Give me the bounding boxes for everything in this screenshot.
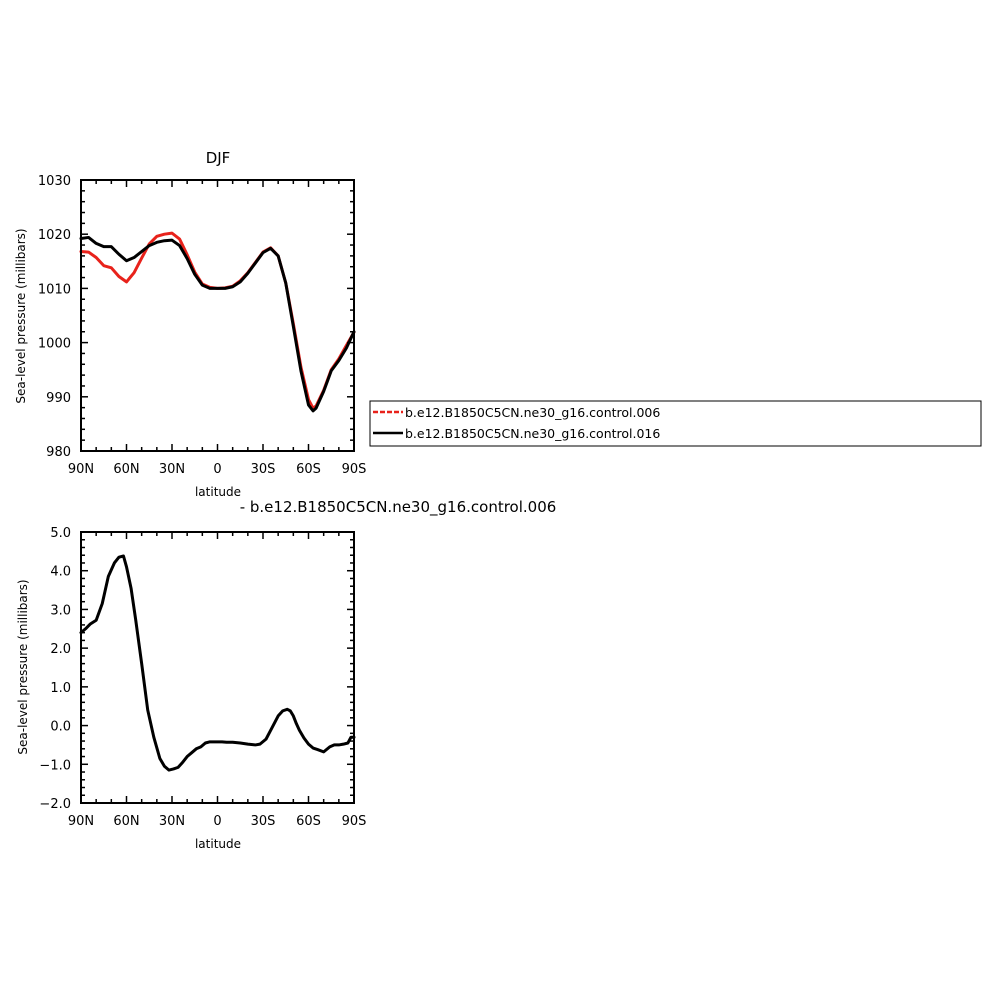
y-tick-label: −1.0: [39, 758, 71, 773]
series-line-1: [79, 235, 356, 413]
x-tick-label: 60S: [296, 814, 321, 829]
y-axis-label: Sea-level pressure (millibars): [14, 228, 28, 403]
y-tick-label: 1020: [38, 228, 71, 243]
x-tick-label: 30S: [251, 462, 276, 477]
y-tick-label: 980: [46, 445, 71, 460]
y-tick-label: 4.0: [50, 565, 71, 580]
chart-title: DJF: [206, 149, 231, 167]
x-tick-label: 90N: [68, 814, 94, 829]
y-tick-label: 990: [46, 391, 71, 406]
y-tick-label: 3.0: [50, 603, 71, 618]
chart-subtitle: - b.e12.B1850C5CN.ne30_g16.control.006: [240, 498, 557, 517]
y-tick-label: 1.0: [50, 681, 71, 696]
legend: b.e12.B1850C5CN.ne30_g16.control.006 b.e…: [369, 400, 982, 447]
bottom-ticks: 90N 60N 30N 0 30S 60S 90S −2.0 −1.0 0.0 1.0 2.0 3.0 4…: [39, 526, 366, 829]
x-tick-label: 0: [213, 462, 221, 477]
y-tick-label: 2.0: [50, 642, 71, 657]
x-tick-label: 90N: [68, 462, 94, 477]
legend-box: [369, 400, 982, 447]
bottom-series-group: [79, 554, 356, 772]
x-tick-label: 30N: [159, 814, 185, 829]
legend-label-red: b.e12.B1850C5CN.ne30_g16.control.006: [405, 405, 660, 420]
bottom-panel: - b.e12.B1850C5CN.ne30_g16.control.006 9…: [16, 498, 556, 851]
top-panel: DJF 90N 60N 30N 0 30S 60S 90S 980 990 1000 1010 102…: [14, 149, 366, 499]
legend-label-black: b.e12.B1850C5CN.ne30_g16.control.016: [405, 426, 660, 441]
top-ticks: 90N 60N 30N 0 30S 60S 90S 980 990 1000 1010 1020 103…: [38, 174, 366, 477]
series-line-0: [79, 554, 356, 772]
y-tick-label: 1030: [38, 174, 71, 189]
x-tick-label: 30N: [159, 462, 185, 477]
top-series-group: [79, 231, 356, 413]
y-tick-label: 5.0: [50, 526, 71, 541]
x-axis-label: latitude: [195, 837, 241, 851]
x-tick-label: 60N: [113, 462, 139, 477]
x-tick-label: 90S: [342, 462, 367, 477]
series-line-0: [79, 231, 356, 410]
x-tick-label: 90S: [342, 814, 367, 829]
bottom-plot-frame: [80, 531, 355, 804]
y-axis-label: Sea-level pressure (millibars): [16, 579, 30, 754]
y-tick-label: 1000: [38, 337, 71, 352]
y-tick-label: −2.0: [39, 797, 71, 812]
y-tick-label: 0.0: [50, 720, 71, 735]
y-tick-label: 1010: [38, 282, 71, 297]
x-tick-label: 0: [213, 814, 221, 829]
x-tick-label: 60N: [113, 814, 139, 829]
x-tick-label: 60S: [296, 462, 321, 477]
x-tick-label: 30S: [251, 814, 276, 829]
x-axis-label: latitude: [195, 485, 241, 499]
